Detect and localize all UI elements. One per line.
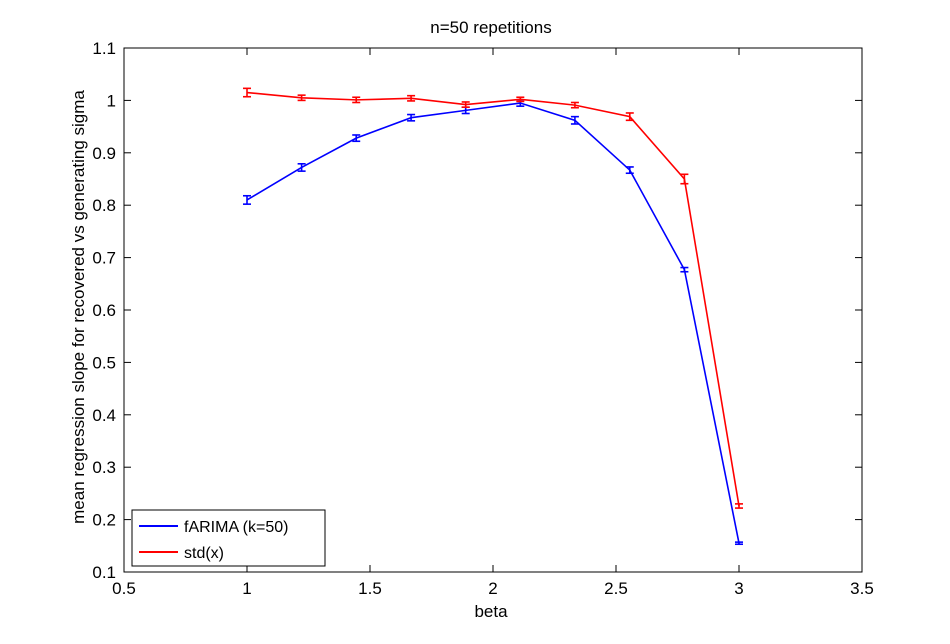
legend-label-farima: fARIMA (k=50) — [184, 519, 288, 536]
x-axis: 0.5 1 1.5 2 2.5 3 3.5 — [112, 48, 874, 598]
y-tick-label: 0.1 — [92, 563, 116, 582]
x-axis-label: beta — [474, 602, 508, 621]
series-1 — [243, 87, 743, 509]
y-tick-label: 0.3 — [92, 458, 116, 477]
y-axis-label: mean regression slope for recovered vs g… — [69, 90, 88, 524]
error-bar — [407, 113, 416, 122]
error-bar — [625, 112, 634, 122]
y-tick-label: 0.6 — [92, 301, 116, 320]
x-tick-label: 2.5 — [604, 579, 628, 598]
error-bar — [297, 94, 306, 102]
x-tick-label: 1 — [242, 579, 251, 598]
y-tick-label: 0.5 — [92, 353, 116, 372]
y-tick-label: 0.2 — [92, 511, 116, 530]
error-bar — [243, 87, 251, 98]
error-bar — [570, 115, 579, 125]
error-bar — [516, 96, 525, 103]
error-bar — [680, 173, 689, 185]
y-tick-label: 0.9 — [92, 144, 116, 163]
y-tick-label: 0.8 — [92, 196, 116, 215]
series-line — [246, 91, 740, 507]
error-bar — [625, 166, 634, 175]
x-tick-label: 1.5 — [358, 579, 382, 598]
y-tick-label: 0.7 — [92, 249, 116, 268]
legend-box — [131, 509, 326, 567]
error-bar — [352, 134, 361, 143]
error-bar — [407, 94, 416, 102]
x-tick-label: 0.5 — [112, 579, 136, 598]
legend: fARIMA (k=50) std(x) — [131, 509, 326, 567]
y-tick-label: 1.1 — [92, 39, 116, 58]
y-tick-label: 0.4 — [92, 406, 116, 425]
error-bar — [352, 96, 361, 104]
error-bar — [570, 101, 579, 109]
y-axis: 0.1 0.2 0.3 0.4 0.5 0.6 0.7 0.8 0.9 1 1.1 — [92, 39, 862, 582]
error-bar — [735, 503, 743, 509]
error-bar — [297, 163, 306, 172]
error-bar — [461, 101, 470, 109]
series-line — [246, 102, 740, 544]
error-bar — [680, 266, 689, 273]
plot-area — [123, 47, 863, 573]
error-bar — [735, 541, 743, 546]
x-tick-label: 2 — [488, 579, 497, 598]
x-tick-label: 3 — [734, 579, 743, 598]
series-layer — [243, 87, 743, 546]
legend-label-std: std(x) — [184, 545, 224, 562]
y-tick-label: 1 — [107, 91, 116, 110]
chart-title: n=50 repetitions — [430, 18, 551, 37]
x-tick-label: 3.5 — [850, 579, 874, 598]
error-bar — [243, 194, 251, 205]
